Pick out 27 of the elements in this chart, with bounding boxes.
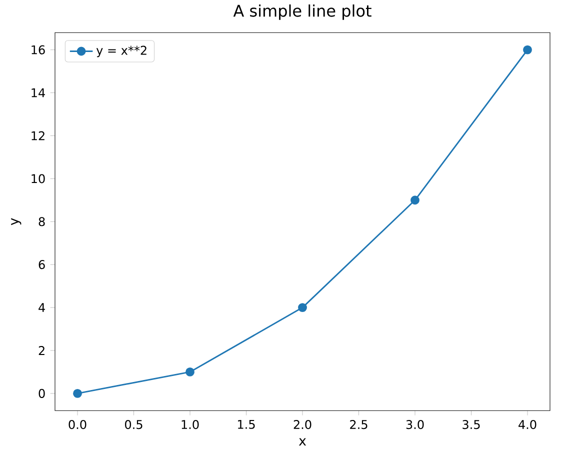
y-tick-label: 2 — [38, 346, 44, 356]
y-tick-label: 16 — [32, 45, 45, 55]
x-tick-label: 0.0 — [68, 420, 86, 430]
point — [410, 196, 420, 205]
x-axis-title: x — [298, 438, 306, 446]
y-tick-label: 0 — [38, 389, 45, 398]
point — [523, 46, 532, 54]
x-tick-label: 4.0 — [518, 420, 536, 430]
y-tick-label: 4 — [38, 303, 45, 312]
x-tick-label: 1.0 — [182, 420, 199, 430]
point — [73, 389, 82, 398]
x-tick-label: 1.5 — [238, 420, 255, 430]
y-tick-label: 10 — [32, 174, 45, 184]
point — [186, 368, 194, 377]
x-tick-label: 2.5 — [350, 420, 368, 430]
y-tick-label: 14 — [32, 88, 45, 98]
legend-label: y = x**2 — [96, 46, 146, 58]
x-tick-label: 3.0 — [406, 420, 424, 430]
x-tick-label: 2.0 — [294, 420, 312, 430]
chart-title: A simple line plot — [233, 4, 372, 20]
x-tick-label: 3.5 — [462, 420, 480, 430]
y-tick-label: 8 — [38, 217, 45, 226]
point — [298, 303, 307, 312]
y-axis-title: y — [11, 218, 22, 226]
y-tick-label: 12 — [32, 131, 44, 140]
x-tick-label: 0.5 — [125, 420, 142, 430]
y-tick-label: 6 — [38, 260, 45, 270]
